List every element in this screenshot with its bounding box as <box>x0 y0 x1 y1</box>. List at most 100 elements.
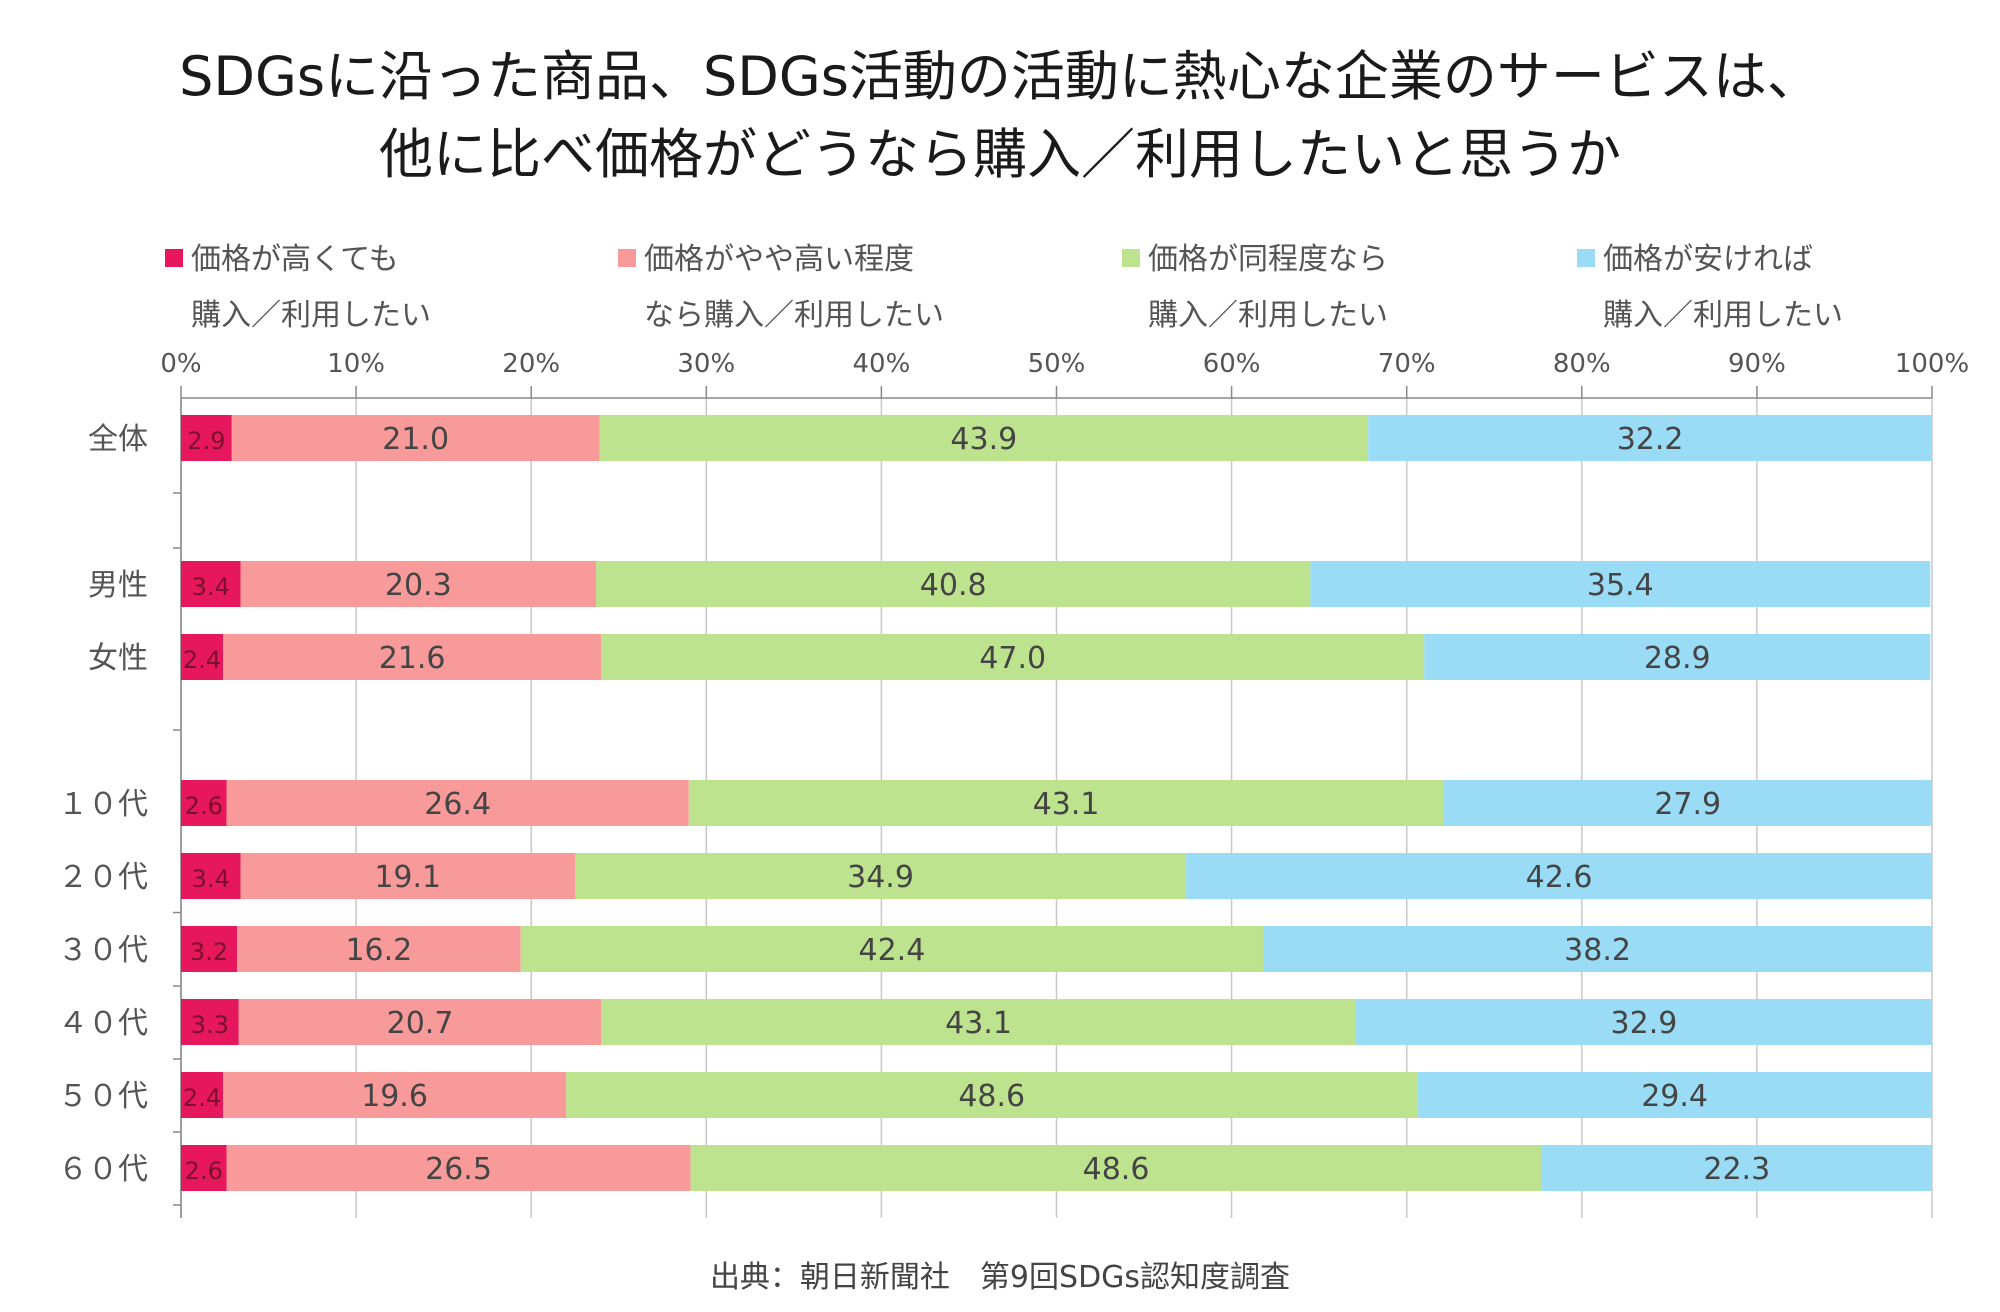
data-label: 48.6 <box>958 1079 1025 1114</box>
category-label: ４０代 <box>58 1006 148 1041</box>
data-label: 21.6 <box>379 641 446 676</box>
bar-segment <box>1541 1145 1932 1191</box>
bar-segment <box>574 853 1187 899</box>
x-tick-label: 80% <box>1553 349 1611 379</box>
data-label: 28.9 <box>1644 641 1711 676</box>
bar-segment <box>688 780 1444 826</box>
bar-segment <box>181 415 232 461</box>
bar-segment <box>1310 561 1931 607</box>
x-tick-label: 50% <box>1028 349 1086 379</box>
bar-segment <box>240 853 575 899</box>
x-tick-label: 90% <box>1728 349 1786 379</box>
data-label: 3.4 <box>192 865 230 893</box>
data-label: 3.4 <box>192 573 230 601</box>
legend-label-line1: 価格が同程度なら <box>1148 242 1388 277</box>
bar-segment <box>181 1072 224 1118</box>
legend-item-high: 価格が高くても 購入／利用したい <box>165 232 431 344</box>
legend-label-line1: 価格が安ければ <box>1603 242 1813 277</box>
data-label: 2.9 <box>187 427 225 455</box>
bar-segment <box>1424 634 1931 680</box>
bar-segment <box>223 1072 567 1118</box>
data-label: 2.6 <box>185 792 223 820</box>
bar-segment <box>601 634 1425 680</box>
data-label: 26.4 <box>424 787 491 822</box>
data-label: 42.6 <box>1526 860 1593 895</box>
legend-item-cheaper: 価格が安ければ 購入／利用したい <box>1577 232 1843 344</box>
bar-segment <box>181 926 238 972</box>
data-label: 34.9 <box>847 860 914 895</box>
bar-segment <box>223 634 602 680</box>
bar-segment <box>601 999 1356 1045</box>
bar-segment <box>181 634 224 680</box>
x-tick-label: 30% <box>677 349 735 379</box>
data-label: 43.1 <box>1033 787 1100 822</box>
category-label: １０代 <box>58 787 148 822</box>
bar-segment <box>181 561 241 607</box>
data-label: 22.3 <box>1703 1152 1770 1187</box>
legend-label-line2: 購入／利用したい <box>191 298 431 333</box>
data-label: 2.6 <box>185 1157 223 1185</box>
legend-swatch-same <box>1122 249 1140 267</box>
bar-segment <box>520 926 1264 972</box>
data-label: 2.4 <box>183 1084 221 1112</box>
legend-label-line1: 価格が高くても <box>191 242 399 277</box>
x-tick-label: 100% <box>1895 349 1969 379</box>
data-label: 19.6 <box>361 1079 428 1114</box>
category-label: 全体 <box>88 422 148 457</box>
data-label: 27.9 <box>1654 787 1721 822</box>
bar-segment <box>226 1145 691 1191</box>
data-label: 35.4 <box>1587 568 1654 603</box>
bar-segment <box>181 999 239 1045</box>
data-label: 32.9 <box>1611 1006 1678 1041</box>
data-label: 19.1 <box>374 860 441 895</box>
x-tick-label: 0% <box>160 349 201 379</box>
data-label: 20.7 <box>387 1006 454 1041</box>
chart-title: SDGsに沿った商品、SDGs活動の活動に熱心な企業のサービスは、 他に比べ価格… <box>0 38 2000 194</box>
bar-segment <box>599 415 1369 461</box>
chart-title-line1: SDGsに沿った商品、SDGs活動の活動に熱心な企業のサービスは、 <box>179 45 1821 108</box>
bar-segment <box>226 780 689 826</box>
bar-segment <box>237 926 521 972</box>
bar-segment <box>181 780 227 826</box>
x-tick-label: 10% <box>327 349 385 379</box>
legend-item-slightly-high: 価格がやや高い程度 なら購入／利用したい <box>618 232 944 344</box>
legend-label-line1: 価格がやや高い程度 <box>644 242 914 277</box>
legend-item-same: 価格が同程度なら 購入／利用したい <box>1122 232 1388 344</box>
bar-segment <box>1443 780 1932 826</box>
bar-segment <box>690 1145 1542 1191</box>
bar-segment <box>1368 415 1932 461</box>
data-label: 40.8 <box>920 568 987 603</box>
category-label: 男性 <box>88 568 148 603</box>
data-label: 26.5 <box>425 1152 492 1187</box>
x-tick-label: 20% <box>502 349 560 379</box>
bar-segment <box>240 561 596 607</box>
bar-segment <box>595 561 1311 607</box>
x-tick-label: 60% <box>1203 349 1261 379</box>
legend-label-line2: 購入／利用したい <box>1603 298 1843 333</box>
category-label: ５０代 <box>58 1079 148 1114</box>
data-label: 21.0 <box>382 422 449 457</box>
category-label: ２０代 <box>58 860 148 895</box>
data-label: 16.2 <box>345 933 412 968</box>
data-label: 38.2 <box>1564 933 1631 968</box>
x-tick-label: 70% <box>1378 349 1436 379</box>
legend-swatch-cheaper <box>1577 249 1595 267</box>
data-label: 3.3 <box>191 1011 229 1039</box>
bar-segment <box>1355 999 1932 1045</box>
legend-swatch-high <box>165 249 183 267</box>
bar-segment <box>1186 853 1932 899</box>
bar-segment <box>231 415 600 461</box>
data-label: 2.4 <box>183 646 221 674</box>
bar-segment <box>181 853 241 899</box>
x-tick-label: 40% <box>853 349 911 379</box>
bar-segment <box>1417 1072 1932 1118</box>
data-label: 47.0 <box>979 641 1046 676</box>
chart-title-line2: 他に比べ価格がどうなら購入／利用したいと思うか <box>379 123 1621 186</box>
data-label: 42.4 <box>859 933 926 968</box>
data-label: 43.1 <box>945 1006 1012 1041</box>
data-label: 20.3 <box>385 568 452 603</box>
data-label: 43.9 <box>950 422 1017 457</box>
bar-segment <box>238 999 602 1045</box>
category-label: ６０代 <box>58 1152 148 1187</box>
